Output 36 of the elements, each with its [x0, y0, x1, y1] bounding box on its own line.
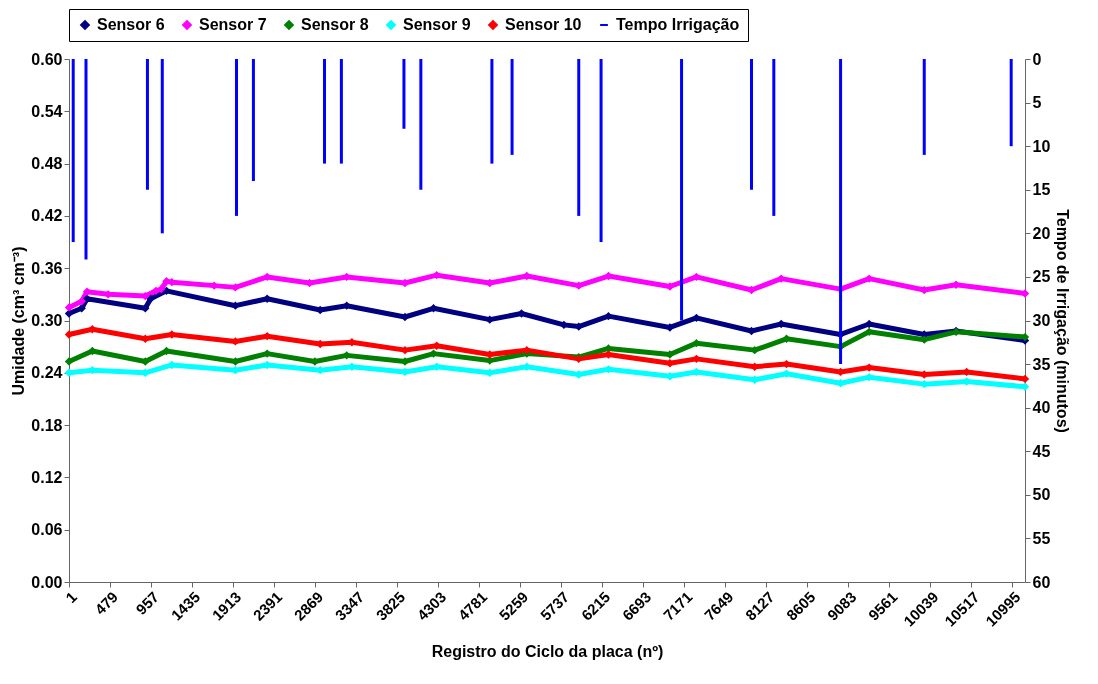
y-tick-label: 0.48 [31, 155, 63, 173]
legend-label: Sensor 10 [505, 16, 582, 33]
legend-label: Tempo Irrigação [616, 16, 740, 33]
y-tick-label: 0.36 [31, 259, 63, 277]
y-tick-label: 0.18 [31, 416, 63, 434]
y2-tick-label: 35 [1032, 355, 1051, 373]
y2-tick-label: 10 [1032, 137, 1051, 155]
y2-tick-label: 15 [1032, 181, 1051, 199]
y-tick-label: 0.00 [31, 573, 63, 591]
x-tick-label: 479 [91, 588, 122, 618]
y2-tick-label: 60 [1032, 573, 1051, 591]
x-tick-label: 957 [132, 588, 163, 618]
y2-tick-label: 20 [1032, 224, 1051, 242]
y2-tick-label: 25 [1032, 268, 1051, 286]
y-tick-label: 0.54 [31, 102, 63, 120]
x-tick-label: 1 [62, 588, 81, 607]
legend-label: Sensor 6 [97, 16, 165, 33]
y2-tick-label: 5 [1032, 94, 1042, 112]
legend-label: Sensor 7 [199, 16, 267, 33]
y2-tick-label: 30 [1032, 312, 1051, 329]
y-axis-title: Umidade (cm³ cm⁻³) [10, 246, 28, 396]
y2-tick-label: 45 [1032, 442, 1051, 460]
x-axis-title: Registro do Ciclo da placa (nº) [431, 642, 664, 660]
y-tick-label: 0.24 [31, 364, 63, 382]
y-tick-label: 0.06 [31, 521, 63, 539]
y-tick-label: 0.30 [31, 312, 63, 329]
y-tick-label: 0.60 [31, 50, 63, 68]
y-tick-label: 0.42 [31, 207, 63, 225]
y2-tick-label: 0 [1032, 50, 1042, 68]
y-tick-label: 0.12 [31, 468, 63, 486]
y2-axis-title: Tempo de Irrigação (minutos) [1054, 209, 1072, 433]
y2-tick-label: 55 [1032, 529, 1051, 547]
y2-tick-label: 40 [1032, 399, 1051, 417]
legend-label: Sensor 8 [301, 16, 369, 33]
legend-label: Sensor 9 [403, 16, 471, 33]
y2-tick-label: 50 [1032, 486, 1051, 504]
